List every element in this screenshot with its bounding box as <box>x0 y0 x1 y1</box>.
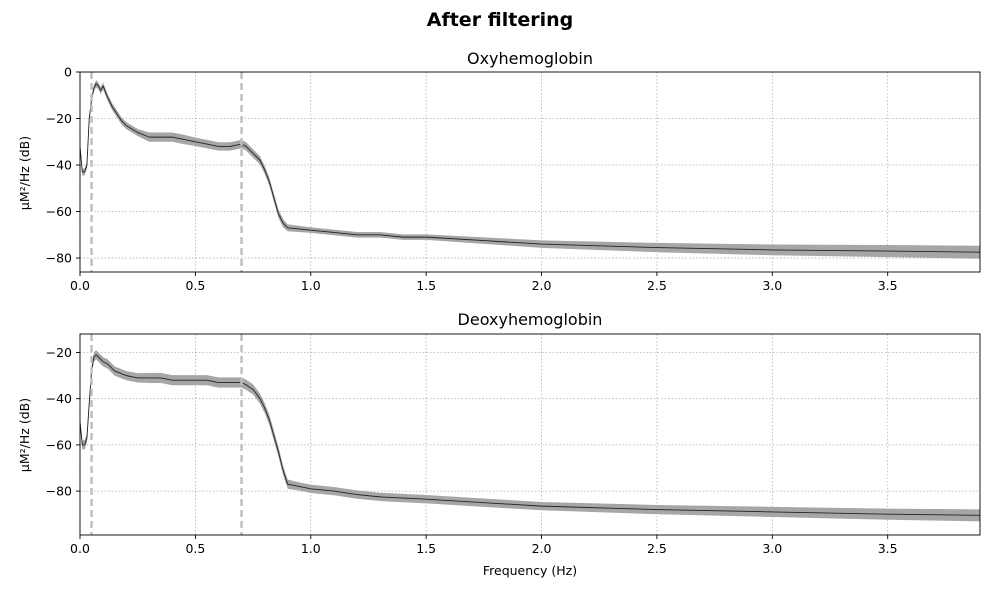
oxy-y-tick-label-0: 0 <box>64 65 72 80</box>
deoxy-series-0-band <box>80 350 980 522</box>
oxy-y-axis-label: µM²/Hz (dB) <box>17 136 32 210</box>
oxy-y-tick-label-4: −80 <box>46 251 72 266</box>
deoxy-x-tick-label-3: 1.5 <box>416 541 436 556</box>
oxy-panel-title: Oxyhemoglobin <box>467 49 593 68</box>
oxy-x-tick-label-4: 2.0 <box>532 278 552 293</box>
deoxy-plot-area: 0.0 0.5 1.0 1.5 2.0 2.5 3.0 3.5 −20 −40 −60 −80 <box>46 333 981 556</box>
oxy-axes-frame <box>79 71 981 273</box>
deoxy-y-tick-label-1: −40 <box>46 391 72 406</box>
deoxy-y-tick-label-0: −20 <box>46 345 72 360</box>
deoxy-x-tick-label-7: 3.5 <box>878 541 898 556</box>
deoxy-y-tick-label-2: −60 <box>46 437 72 452</box>
oxy-y-tick-label-2: −40 <box>46 158 72 173</box>
deoxy-x-tick-label-0: 0.0 <box>70 541 90 556</box>
deoxy-x-tick-label-6: 3.0 <box>762 541 782 556</box>
deoxy-x-tick-label-5: 2.5 <box>647 541 667 556</box>
oxy-series-0-band <box>80 80 980 259</box>
deoxy-y-axis-label: µM²/Hz (dB) <box>17 398 32 472</box>
oxy-x-tick-label-5: 2.5 <box>647 278 667 293</box>
x-axis-label: Frequency (Hz) <box>483 563 577 578</box>
oxy-x-tick-label-1: 0.5 <box>185 278 205 293</box>
oxy-y-tick-label-3: −60 <box>46 204 72 219</box>
oxy-y-tick-label-1: −20 <box>46 111 72 126</box>
oxy-series-0-mean-line <box>80 83 980 253</box>
deoxy-y-tick-label-3: −80 <box>46 484 72 499</box>
figure-suptitle: After filtering <box>427 9 574 31</box>
deoxyhemoglobin-panel: Deoxyhemoglobin µM²/Hz (dB) Frequency (H… <box>17 310 981 578</box>
oxy-x-tick-label-7: 3.5 <box>878 278 898 293</box>
deoxy-axes-frame <box>79 333 981 536</box>
deoxy-panel-title: Deoxyhemoglobin <box>458 310 603 329</box>
deoxy-x-tick-label-2: 1.0 <box>301 541 321 556</box>
deoxy-x-tick-label-4: 2.0 <box>532 541 552 556</box>
oxy-x-tick-label-0: 0.0 <box>70 278 90 293</box>
oxyhemoglobin-panel: Oxyhemoglobin µM²/Hz (dB) 0.0 0.5 1.0 1.5 2.… <box>17 49 981 293</box>
oxy-x-tick-label-2: 1.0 <box>301 278 321 293</box>
oxy-x-tick-label-6: 3.0 <box>762 278 782 293</box>
oxy-plot-area: 0.0 0.5 1.0 1.5 2.0 2.5 3.0 3.5 0 −20 −40 −60 −80 <box>46 65 981 293</box>
oxy-x-tick-label-3: 1.5 <box>416 278 436 293</box>
deoxy-x-tick-label-1: 0.5 <box>185 541 205 556</box>
